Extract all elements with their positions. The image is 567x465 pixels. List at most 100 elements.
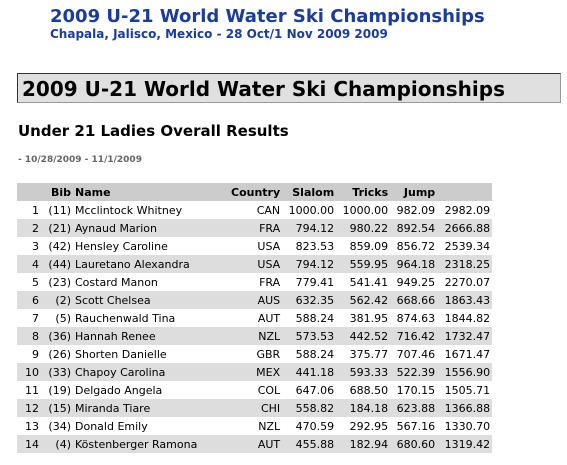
table-cell: (19) [48, 383, 71, 397]
table-cell: 7 [32, 311, 39, 325]
table-cell: CAN [256, 203, 281, 217]
table-row: 10 (33) Chapoy Carolina MEX 441.18 593.33 522.… [17, 363, 493, 381]
table-cell: 823.53 [295, 239, 335, 253]
table-cell: 1366.88 [437, 399, 493, 417]
table-cell: 623.88 [390, 399, 438, 417]
table-cell: (5) [55, 311, 71, 325]
table-cell: 982.09 [396, 203, 436, 217]
table-cell: 11 [25, 383, 39, 397]
table-cell: AUT [229, 435, 283, 453]
table-cell: 779.41 [295, 275, 335, 289]
table-cell: 632.35 [282, 291, 337, 309]
table-cell: 12 [17, 399, 41, 417]
table-cell: (36) [41, 327, 73, 345]
table-row: 1 (11) Mcclintock Whitney CAN 1000.00 1000.00… [17, 201, 492, 219]
table-cell: (15) [41, 399, 73, 417]
table-cell: 1 [32, 203, 39, 217]
table-cell: 567.16 [396, 419, 436, 433]
table-cell: Delgado Angela [75, 383, 163, 397]
header-cell [17, 183, 41, 201]
table-cell: 856.72 [396, 239, 436, 253]
table-cell: 5 [32, 275, 39, 289]
section-title: Under 21 Ladies Overall Results [18, 122, 289, 140]
table-cell: 1505.71 [444, 383, 491, 397]
results-table: Bib Name Country Slalom Tricks Jump 1 (11) Mccl… [17, 183, 493, 453]
table-row: 3 (42) Hensley Caroline USA 823.53 859.09 856.… [17, 237, 492, 255]
table-cell: 647.06 [295, 383, 335, 397]
table-cell: Chapoy Carolina [73, 363, 229, 381]
table-cell: 1319.42 [437, 435, 493, 453]
table-cell: 2539.34 [444, 239, 491, 253]
table-cell: 441.18 [282, 363, 337, 381]
table-cell: 559.95 [336, 255, 391, 273]
table-row: 11 (19) Delgado Angela COL 647.06 688.50 170.1… [17, 381, 492, 399]
banner: 2009 U-21 World Water Ski Championships [17, 73, 561, 103]
table-cell: USA [229, 255, 283, 273]
table-cell: FRA [229, 219, 283, 237]
table-cell: 470.59 [295, 419, 335, 433]
table-cell: (44) [41, 255, 73, 273]
table-cell: 381.95 [349, 311, 389, 325]
table-cell: (23) [48, 275, 71, 289]
table-cell: (2) [41, 291, 73, 309]
table-cell: 1330.70 [444, 419, 491, 433]
table-cell: 964.18 [390, 255, 438, 273]
table-cell: 10 [17, 363, 41, 381]
table-cell: Köstenberger Ramona [73, 435, 229, 453]
table-cell: 859.09 [349, 239, 389, 253]
table-cell: 455.88 [282, 435, 337, 453]
table-cell: Scott Chelsea [73, 291, 229, 309]
table-cell: 3 [32, 239, 39, 253]
table-cell: (26) [48, 347, 71, 361]
table-cell: (42) [48, 239, 71, 253]
table-cell: 949.25 [396, 275, 436, 289]
table-cell: Aynaud Marion [73, 219, 229, 237]
header-cell [437, 183, 493, 201]
table-row: 8 (36) Hannah Renee NZL 573.53 442.52 716.42 17… [17, 327, 493, 345]
table-cell: 442.52 [336, 327, 391, 345]
table-cell: 541.41 [349, 275, 389, 289]
table-cell: 688.50 [349, 383, 389, 397]
table-cell: 8 [17, 327, 41, 345]
header-cell: Tricks [336, 183, 391, 201]
table-cell: 1732.47 [437, 327, 493, 345]
table-cell: 1844.82 [444, 311, 491, 325]
table-cell: 1556.90 [437, 363, 493, 381]
table-cell: 680.60 [390, 435, 438, 453]
table-cell: 2318.25 [437, 255, 493, 273]
table-cell: 1863.43 [437, 291, 493, 309]
table-row: 6 (2) Scott Chelsea AUS 632.35 562.42 668.66 18… [17, 291, 493, 309]
table-row: 4 (44) Lauretano Alexandra USA 794.12 559.95 9… [17, 255, 493, 273]
table-row: 13 (34) Donald Emily NZL 470.59 292.95 567.16 1… [17, 417, 492, 435]
table-cell: 13 [25, 419, 39, 433]
table-cell: 892.54 [390, 219, 438, 237]
header-row: Bib Name Country Slalom Tricks Jump [17, 183, 493, 201]
table-row: 14 (4) Köstenberger Ramona AUT 455.88 182.94 6… [17, 435, 493, 453]
table-cell: 1671.47 [444, 347, 491, 361]
table-row: 2 (21) Aynaud Marion FRA 794.12 980.22 892.54 2… [17, 219, 493, 237]
table-cell: 558.82 [282, 399, 337, 417]
page-subtitle: Chapala, Jalisco, Mexico - 28 Oct/1 Nov … [50, 27, 388, 41]
section-dates: - 10/28/2009 - 11/1/2009 [18, 155, 142, 165]
header-cell: Slalom [282, 183, 337, 201]
table-cell: 182.94 [336, 435, 391, 453]
table-cell: Costard Manon [75, 275, 158, 289]
table-cell: COL [257, 383, 281, 397]
table-row: 12 (15) Miranda Tiare CHI 558.82 184.18 623.88… [17, 399, 493, 417]
page-title: 2009 U-21 World Water Ski Championships [50, 6, 485, 27]
table-cell: USA [257, 239, 281, 253]
table-cell: 2270.07 [444, 275, 491, 289]
header-cell: Jump [390, 183, 438, 201]
table-cell: Shorten Danielle [75, 347, 167, 361]
table-cell: FRA [259, 275, 281, 289]
table-cell: Lauretano Alexandra [73, 255, 229, 273]
table-cell: 2982.09 [444, 203, 491, 217]
table-cell: (33) [41, 363, 73, 381]
table-cell: 14 [17, 435, 41, 453]
table-cell: 794.12 [282, 255, 337, 273]
table-cell: 1000.00 [342, 203, 389, 217]
table-cell: 794.12 [282, 219, 337, 237]
table-cell: MEX [229, 363, 283, 381]
table-cell: 2 [17, 219, 41, 237]
